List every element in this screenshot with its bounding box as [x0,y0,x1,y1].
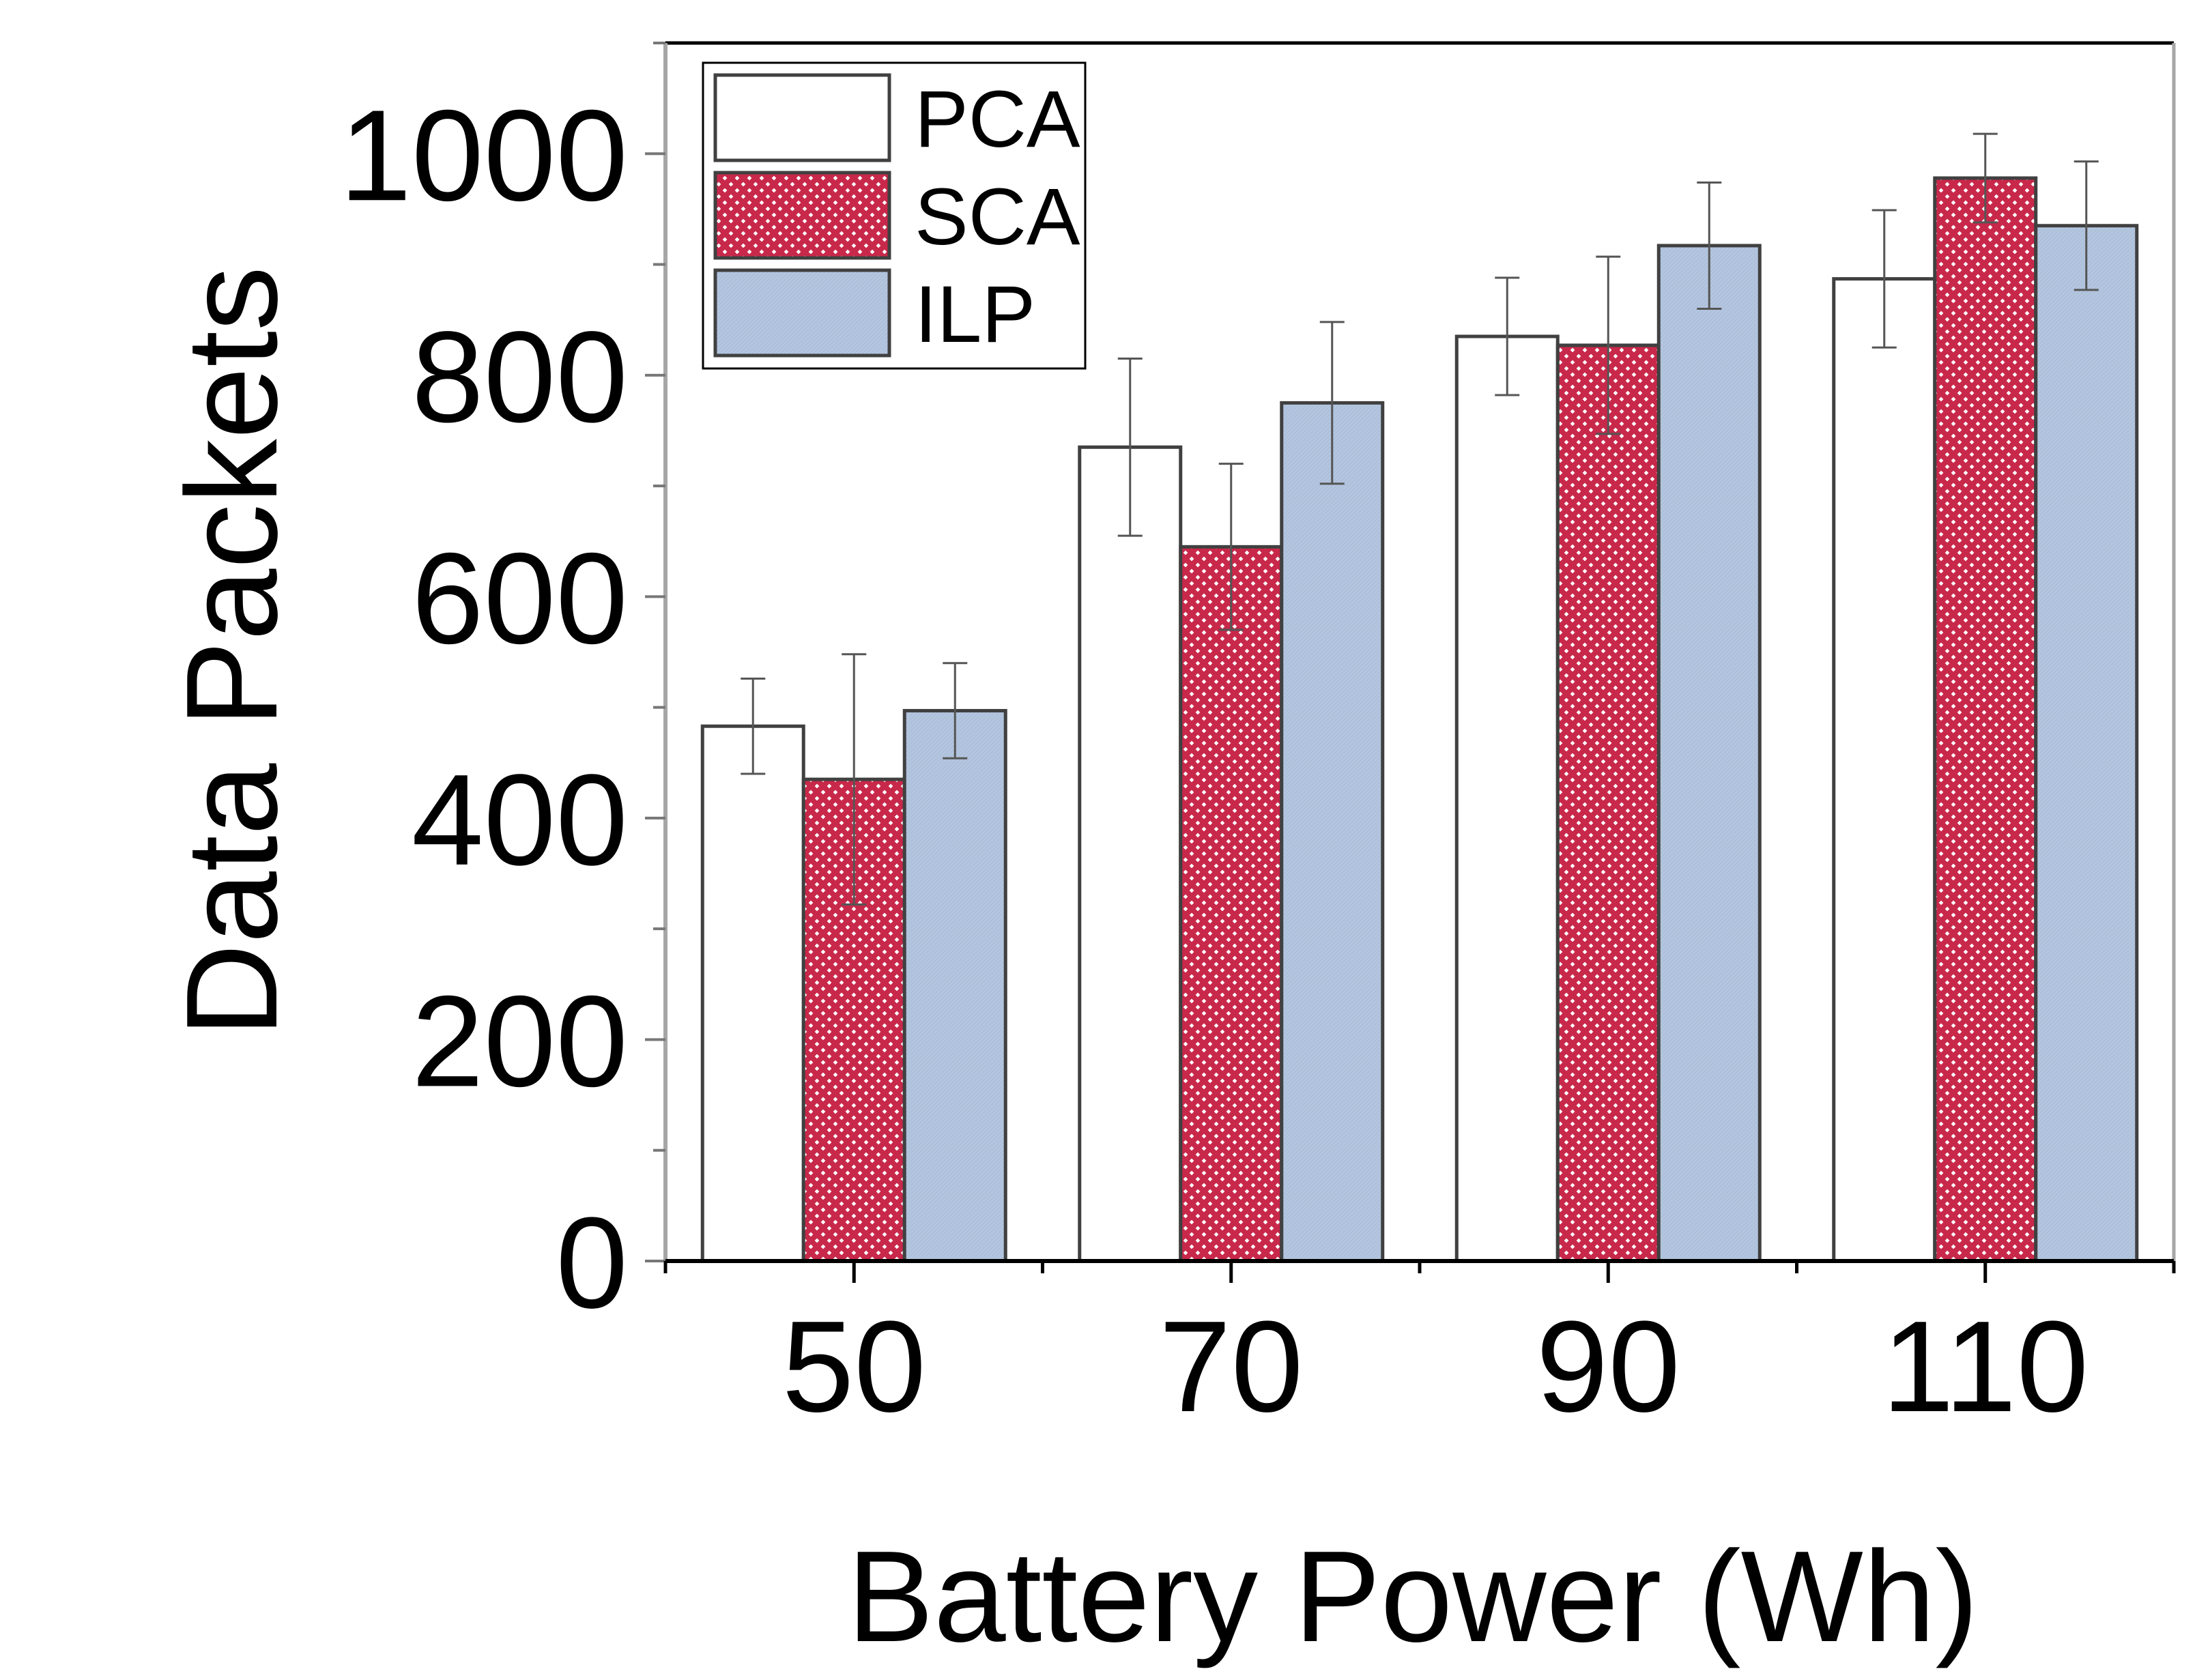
bar-pca-70 [1078,445,1183,1263]
legend-label-ilp: ILP [915,270,1035,360]
bar-sca-70 [1179,545,1284,1263]
legend-label-pca: PCA [915,74,1080,164]
y-tick-label: 800 [412,305,628,450]
bar-ilp-110 [2034,224,2139,1263]
y-tick-label: 1000 [339,83,628,228]
axes [645,42,2176,1283]
bar-sca-110 [1933,176,2038,1263]
plot-frame [665,41,2176,1261]
bar-ilp-70 [1280,401,1385,1263]
bars [700,176,2139,1263]
x-tick-label: 110 [1882,1294,2089,1439]
error-bars [741,132,2099,906]
legend-swatch-ilp [713,268,891,358]
bar-sca-90 [1555,343,1661,1263]
legend-label-sca: SCA [915,172,1080,262]
x-tick-label: 50 [782,1294,926,1439]
bar-ilp-50 [902,709,1007,1263]
x-tick-label: 90 [1536,1294,1680,1439]
bar-ilp-90 [1656,244,1762,1263]
y-tick-label: 200 [412,969,628,1114]
legend-swatch-pca [713,73,891,162]
bar-pca-50 [700,724,805,1263]
y-axis-title: Data Packets [160,266,304,1037]
bar-pca-90 [1454,334,1560,1263]
x-tick-label: 70 [1159,1294,1303,1439]
x-axis-title: Battery Power (Wh) [847,1524,1979,1669]
tick-labels: 0 200 400 600 800 1000 50 70 90 110 [339,83,2089,1439]
bar-pca-110 [1832,277,1937,1263]
y-tick-label: 600 [412,526,628,671]
y-tick-label: 0 [556,1191,628,1335]
legend-swatch-sca [713,171,891,260]
y-tick-label: 400 [412,748,628,893]
